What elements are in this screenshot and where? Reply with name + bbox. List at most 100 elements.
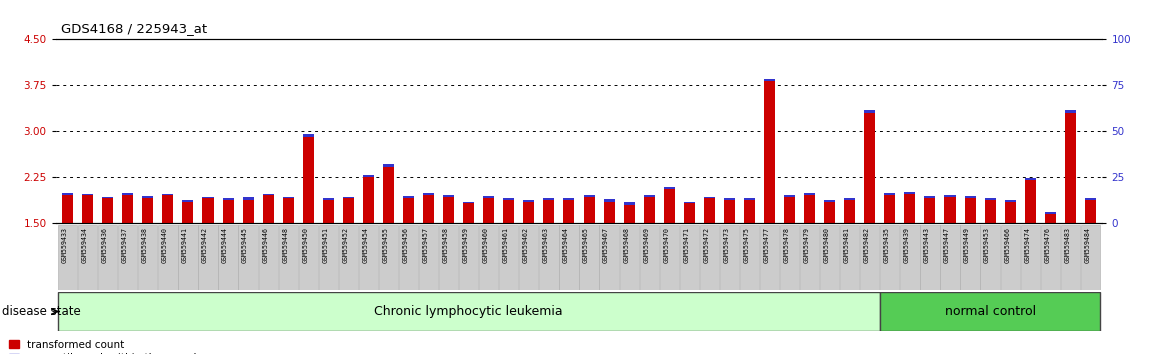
- Bar: [343, 199, 354, 223]
- Bar: [743, 198, 755, 200]
- Bar: [463, 204, 475, 223]
- Text: GSM559475: GSM559475: [743, 227, 749, 263]
- Text: GSM559439: GSM559439: [904, 227, 910, 263]
- Bar: [1065, 109, 1076, 113]
- Text: GSM559452: GSM559452: [343, 227, 349, 263]
- Bar: [183, 201, 193, 223]
- Text: GSM559483: GSM559483: [1064, 227, 1070, 263]
- FancyBboxPatch shape: [600, 225, 618, 290]
- Text: GSM559464: GSM559464: [563, 227, 569, 263]
- Text: GSM559448: GSM559448: [283, 227, 288, 263]
- FancyBboxPatch shape: [740, 225, 760, 290]
- FancyBboxPatch shape: [680, 225, 699, 290]
- Bar: [222, 198, 234, 200]
- FancyBboxPatch shape: [660, 225, 679, 290]
- Bar: [564, 198, 574, 200]
- FancyBboxPatch shape: [398, 225, 418, 290]
- Bar: [142, 196, 153, 199]
- Bar: [1025, 178, 1035, 180]
- Text: GSM559436: GSM559436: [102, 227, 108, 263]
- Text: GSM559473: GSM559473: [724, 227, 730, 263]
- Text: GSM559472: GSM559472: [703, 227, 710, 263]
- Bar: [504, 200, 514, 223]
- Text: GSM559455: GSM559455: [382, 227, 388, 263]
- Bar: [383, 167, 394, 223]
- Text: disease state: disease state: [2, 305, 81, 318]
- FancyBboxPatch shape: [318, 225, 338, 290]
- Bar: [302, 134, 314, 137]
- Bar: [804, 193, 815, 195]
- Text: GSM559456: GSM559456: [403, 227, 409, 263]
- FancyBboxPatch shape: [1080, 225, 1100, 290]
- FancyBboxPatch shape: [540, 225, 558, 290]
- Bar: [924, 199, 936, 223]
- FancyBboxPatch shape: [239, 225, 258, 290]
- Text: GSM559466: GSM559466: [1004, 227, 1010, 263]
- Bar: [984, 198, 996, 200]
- Bar: [724, 200, 735, 223]
- Bar: [704, 199, 714, 223]
- Bar: [263, 194, 273, 195]
- Bar: [343, 196, 354, 199]
- FancyBboxPatch shape: [860, 225, 879, 290]
- Text: GSM559469: GSM559469: [643, 227, 650, 263]
- FancyBboxPatch shape: [760, 225, 779, 290]
- FancyBboxPatch shape: [880, 292, 1100, 331]
- Bar: [242, 200, 254, 223]
- Bar: [584, 195, 594, 197]
- Text: GSM559437: GSM559437: [122, 227, 127, 263]
- Text: GSM559484: GSM559484: [1084, 227, 1091, 263]
- Text: normal control: normal control: [945, 305, 1035, 318]
- Bar: [523, 201, 534, 223]
- FancyBboxPatch shape: [339, 225, 358, 290]
- Bar: [444, 195, 454, 197]
- FancyBboxPatch shape: [620, 225, 639, 290]
- Bar: [63, 193, 73, 195]
- Bar: [162, 194, 174, 195]
- FancyBboxPatch shape: [78, 225, 97, 290]
- Bar: [965, 199, 975, 223]
- Legend: transformed count, percentile rank within the sample: transformed count, percentile rank withi…: [8, 340, 204, 354]
- Bar: [945, 197, 955, 223]
- FancyBboxPatch shape: [258, 225, 278, 290]
- Bar: [323, 200, 334, 223]
- Bar: [82, 194, 93, 195]
- Bar: [644, 197, 654, 223]
- Bar: [584, 197, 594, 223]
- Bar: [743, 200, 755, 223]
- Bar: [123, 193, 133, 195]
- Bar: [804, 195, 815, 223]
- Bar: [724, 198, 735, 200]
- Bar: [683, 201, 695, 204]
- Bar: [183, 200, 193, 201]
- Bar: [844, 198, 856, 200]
- Bar: [123, 195, 133, 223]
- Bar: [263, 195, 273, 223]
- Bar: [683, 204, 695, 223]
- Text: GSM559447: GSM559447: [944, 227, 950, 263]
- Text: GSM559441: GSM559441: [182, 227, 188, 263]
- Bar: [1085, 200, 1095, 223]
- Text: GSM559435: GSM559435: [884, 227, 889, 263]
- Text: GSM559449: GSM559449: [965, 227, 970, 263]
- Text: GSM559480: GSM559480: [823, 227, 829, 263]
- FancyBboxPatch shape: [699, 225, 719, 290]
- Text: GSM559457: GSM559457: [423, 227, 428, 263]
- Bar: [444, 197, 454, 223]
- Bar: [784, 197, 796, 223]
- Bar: [864, 113, 875, 223]
- Bar: [403, 199, 415, 223]
- Bar: [102, 196, 113, 199]
- Text: GSM559477: GSM559477: [763, 227, 770, 263]
- Bar: [1045, 214, 1056, 223]
- FancyBboxPatch shape: [820, 225, 840, 290]
- Text: GSM559470: GSM559470: [664, 227, 669, 263]
- FancyBboxPatch shape: [800, 225, 819, 290]
- FancyBboxPatch shape: [639, 225, 659, 290]
- Bar: [704, 196, 714, 199]
- Bar: [203, 199, 213, 223]
- FancyBboxPatch shape: [178, 225, 198, 290]
- Text: GSM559444: GSM559444: [222, 227, 228, 263]
- Bar: [1045, 212, 1056, 214]
- Text: GSM559443: GSM559443: [924, 227, 930, 263]
